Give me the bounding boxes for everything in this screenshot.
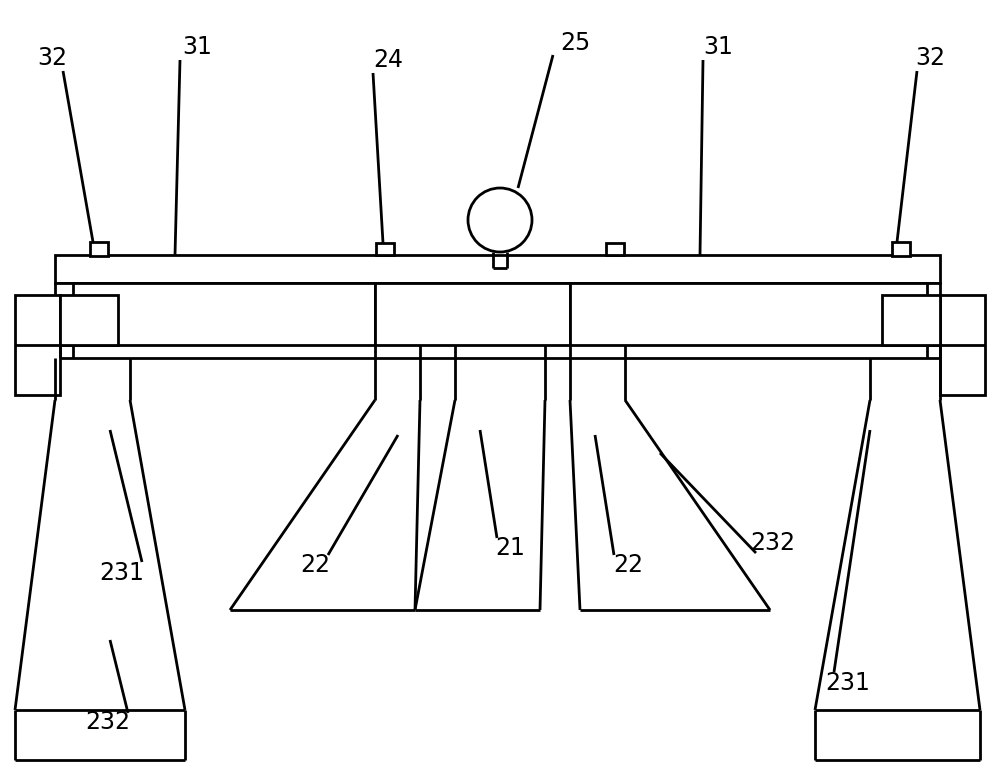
Bar	[376, 243, 394, 255]
Text: 31: 31	[182, 35, 212, 59]
Bar	[882, 295, 940, 345]
Text: 25: 25	[560, 31, 590, 55]
Bar	[375, 283, 570, 345]
Text: 232: 232	[86, 710, 130, 734]
Bar	[570, 283, 940, 345]
Bar	[606, 243, 624, 255]
Text: 31: 31	[703, 35, 733, 59]
Bar	[60, 295, 118, 345]
Bar	[892, 242, 910, 256]
Text: 231: 231	[100, 561, 144, 585]
Text: 21: 21	[495, 536, 525, 560]
Text: 24: 24	[373, 48, 403, 72]
Bar	[55, 255, 940, 283]
Text: 32: 32	[37, 46, 67, 70]
Text: 231: 231	[826, 671, 870, 695]
Bar	[90, 242, 108, 256]
Text: 22: 22	[300, 553, 330, 577]
Bar	[940, 295, 985, 395]
Text: 232: 232	[750, 531, 796, 555]
Bar	[55, 283, 375, 345]
Text: 32: 32	[915, 46, 945, 70]
Circle shape	[468, 188, 532, 252]
Text: 22: 22	[613, 553, 643, 577]
Bar	[15, 295, 60, 395]
